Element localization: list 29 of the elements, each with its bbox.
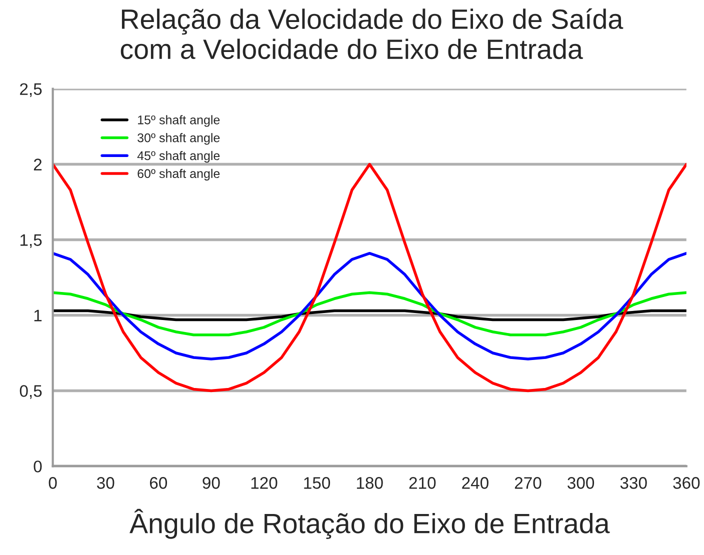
x-tick-label: 0 <box>48 477 57 489</box>
x-tick-label: 90 <box>202 477 220 489</box>
y-tick-label: 0,5 <box>20 385 42 399</box>
line-series <box>52 291 686 336</box>
x-tick-label: 210 <box>409 477 436 489</box>
x-tick-label: 240 <box>462 477 488 489</box>
line-series <box>52 309 686 322</box>
y-tick-label: 2 <box>34 158 42 170</box>
legend-label: 15º shaft angle <box>138 115 220 127</box>
x-axis-title: Ângulo de Rotação do Eixo de Entrada <box>130 508 610 539</box>
x-tick-label: 270 <box>514 477 542 489</box>
legend-label: 30º shaft angle <box>138 133 220 145</box>
legend-label: 45º shaft angle <box>137 150 220 163</box>
chart-title: Relação da Velocidade do Eixo de Saída com a Velocidade do Eixo de Entrada <box>120 8 624 60</box>
line-series <box>52 252 686 360</box>
y-tick-label: 1 <box>34 310 42 322</box>
x-tick-label: 300 <box>568 477 594 489</box>
y-tick-label: 0 <box>34 460 42 472</box>
x-tick-label: 330 <box>620 477 647 489</box>
x-tick-label: 30 <box>96 477 114 489</box>
y-tick-label: 2,5 <box>20 83 42 97</box>
x-tick-label: 150 <box>304 477 330 489</box>
x-tick-label: 120 <box>251 477 278 489</box>
x-tick-label: 60 <box>150 477 168 489</box>
legend-label: 60º shaft angle <box>138 168 220 181</box>
x-tick-label: 360 <box>673 477 700 489</box>
line-series <box>52 162 686 392</box>
y-tick-label: 1,5 <box>20 234 42 248</box>
x-tick-label: 180 <box>356 477 383 489</box>
